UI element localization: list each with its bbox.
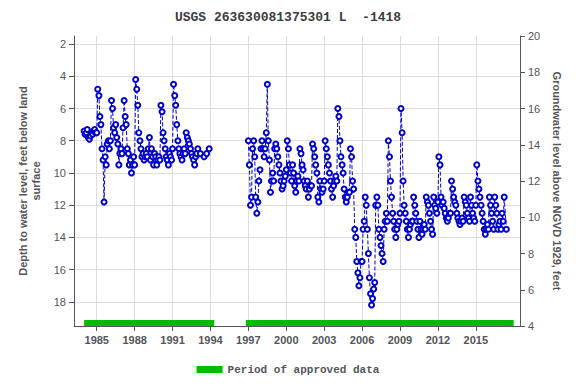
svg-text:1985: 1985 [85, 334, 109, 346]
svg-text:18: 18 [54, 296, 66, 308]
svg-text:Groundwater level above NGVD 1: Groundwater level above NGVD 1929, feet [551, 72, 563, 291]
svg-text:16: 16 [54, 264, 66, 276]
svg-text:1997: 1997 [236, 334, 260, 346]
svg-text:USGS 263630081375301 L -1418: USGS 263630081375301 L -1418 [175, 10, 401, 25]
svg-text:4: 4 [60, 70, 66, 82]
svg-text:10: 10 [528, 211, 540, 223]
svg-text:1994: 1994 [198, 334, 223, 346]
svg-text:1988: 1988 [122, 334, 146, 346]
svg-text:2012: 2012 [426, 334, 450, 346]
svg-text:2003: 2003 [312, 334, 336, 346]
svg-text:8: 8 [528, 248, 534, 260]
svg-text:16: 16 [528, 103, 540, 115]
svg-text:surface: surface [30, 161, 42, 200]
svg-text:8: 8 [60, 135, 66, 147]
svg-text:Period of approved data: Period of approved data [228, 364, 380, 376]
svg-text:6: 6 [528, 284, 534, 296]
svg-text:4: 4 [528, 320, 534, 332]
svg-text:18: 18 [528, 66, 540, 78]
svg-text:20: 20 [528, 30, 540, 42]
svg-text:2006: 2006 [350, 334, 374, 346]
svg-text:2015: 2015 [464, 334, 488, 346]
svg-text:2: 2 [60, 38, 66, 50]
svg-text:10: 10 [54, 167, 66, 179]
svg-text:12: 12 [528, 175, 540, 187]
svg-text:2000: 2000 [274, 334, 298, 346]
svg-text:6: 6 [60, 103, 66, 115]
svg-text:2009: 2009 [388, 334, 412, 346]
svg-text:1991: 1991 [160, 334, 184, 346]
svg-text:14: 14 [528, 139, 540, 151]
svg-text:12: 12 [54, 199, 66, 211]
svg-text:Depth to water level, feet bel: Depth to water level, feet below land [17, 86, 29, 275]
svg-text:14: 14 [54, 231, 66, 243]
